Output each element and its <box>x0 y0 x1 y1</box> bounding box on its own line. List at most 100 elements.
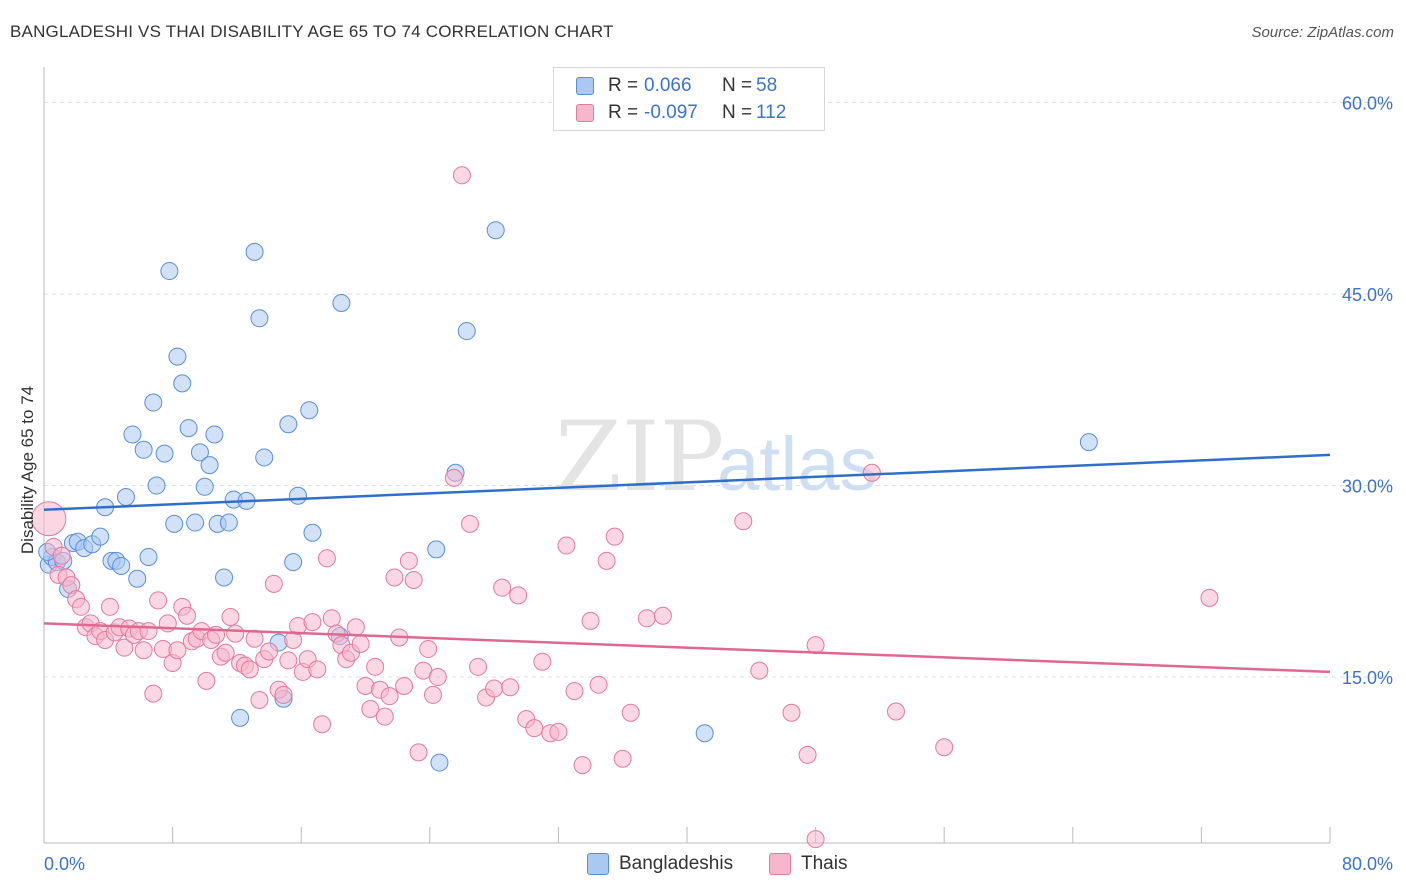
thai-point <box>549 722 568 741</box>
bangladeshi-point <box>300 401 319 420</box>
thai-point <box>71 597 90 616</box>
bangladeshi-point <box>430 753 449 772</box>
legend-r-value: -0.097 <box>644 102 698 123</box>
thai-point <box>798 745 817 764</box>
thai-point <box>346 618 365 637</box>
watermark: ZIP atlas <box>555 401 878 513</box>
thai-point <box>216 643 235 662</box>
thai-point <box>279 651 298 670</box>
bangladeshi-point <box>219 513 238 532</box>
thai-point <box>493 578 512 597</box>
x-tick-label: 80.0% <box>1342 854 1393 874</box>
bangladeshi-point <box>147 476 166 495</box>
thai-point <box>144 684 163 703</box>
thai-point <box>115 638 134 657</box>
bangladeshi-point <box>1079 433 1098 452</box>
bangladeshi-point <box>245 242 264 261</box>
thai-point <box>351 634 370 653</box>
legend-row-thais: R = -0.097 N = 112 <box>576 100 786 126</box>
bangladeshi-point <box>139 548 158 567</box>
bangladeshi-point <box>695 724 714 743</box>
thai-point <box>226 624 245 643</box>
bangladeshi-point <box>303 523 322 542</box>
thai-point <box>250 691 269 710</box>
thai-point <box>274 685 293 704</box>
bangladeshi-point <box>195 477 214 496</box>
thai-point <box>469 657 488 676</box>
thai-point <box>589 675 608 694</box>
thai-point <box>399 551 418 570</box>
watermark-zip: ZIP <box>555 401 724 513</box>
thai-point <box>303 613 322 632</box>
bottom-legend-label: Thais <box>801 853 848 874</box>
trend-layer <box>43 453 1331 674</box>
thai-point <box>637 609 656 628</box>
bangladeshi-point <box>173 374 192 393</box>
bangladeshi-point <box>288 486 307 505</box>
bangladeshi-point <box>200 456 219 475</box>
bangladeshi-point <box>190 443 209 462</box>
thai-point <box>621 703 640 722</box>
thai-point <box>750 661 769 680</box>
axes-layer <box>43 67 1331 844</box>
thai-point <box>533 652 552 671</box>
legend-swatch-blue <box>576 77 594 95</box>
thai-point <box>581 611 600 630</box>
thai-point <box>653 606 672 625</box>
thai-point <box>565 682 584 701</box>
legend-n-value: 112 <box>756 102 787 123</box>
bangladeshi-point <box>332 293 351 312</box>
thai-point <box>460 514 479 533</box>
bangladeshi-point <box>427 540 446 559</box>
bangladeshi-point <box>155 444 174 463</box>
thai-point <box>178 606 197 625</box>
thai-point <box>313 715 332 734</box>
bangladeshi-point <box>168 347 187 366</box>
thai-point <box>139 622 158 641</box>
thai-trend-line <box>43 622 1331 674</box>
bangladeshi-point <box>91 527 110 546</box>
bangladeshi-point <box>112 556 131 575</box>
bangladeshi-point <box>165 514 184 533</box>
thai-point <box>862 463 881 482</box>
thai-point <box>380 687 399 706</box>
thai-point <box>557 536 576 555</box>
thai-point <box>197 671 216 690</box>
thai-point <box>308 660 327 679</box>
bangladeshi-point <box>205 425 224 444</box>
legend-r-label: R = <box>608 75 639 96</box>
thai-point <box>260 642 279 661</box>
bottom-legend-swatch-pink <box>769 853 791 875</box>
thai-point <box>419 639 438 658</box>
bangladeshi-point <box>186 513 205 532</box>
bangladeshi-point <box>160 262 179 281</box>
thai-point <box>428 668 447 687</box>
thai-point <box>509 586 528 605</box>
bangladeshi-point <box>486 221 505 240</box>
bottom-legend-thais: Thais <box>769 852 847 876</box>
thai-point <box>613 749 632 768</box>
bottom-legend-bangladeshis: Bangladeshis <box>587 852 733 876</box>
thai-point <box>485 679 504 698</box>
thai-point <box>52 546 71 565</box>
thai-point <box>240 660 259 679</box>
thai-point <box>322 609 341 628</box>
y-tick-label: 30.0% <box>1342 477 1393 497</box>
legend-swatch-pink <box>576 104 594 122</box>
x-tick-label: 0.0% <box>44 854 85 874</box>
thai-point <box>573 756 592 775</box>
thai-point <box>886 702 905 721</box>
y-tick-label: 45.0% <box>1342 285 1393 305</box>
bangladeshi-point <box>116 488 135 507</box>
bangladeshi-point <box>215 568 234 587</box>
thai-point <box>424 685 443 704</box>
thai-point <box>366 657 385 676</box>
bangladeshi-trend-line <box>43 453 1331 512</box>
thai-point <box>375 707 394 726</box>
thai-point <box>264 574 283 593</box>
thai-point <box>597 551 616 570</box>
y-axis-label: Disability Age 65 to 74 <box>18 386 37 554</box>
legend-n-label: N = <box>722 75 753 96</box>
thai-point <box>1200 588 1219 607</box>
